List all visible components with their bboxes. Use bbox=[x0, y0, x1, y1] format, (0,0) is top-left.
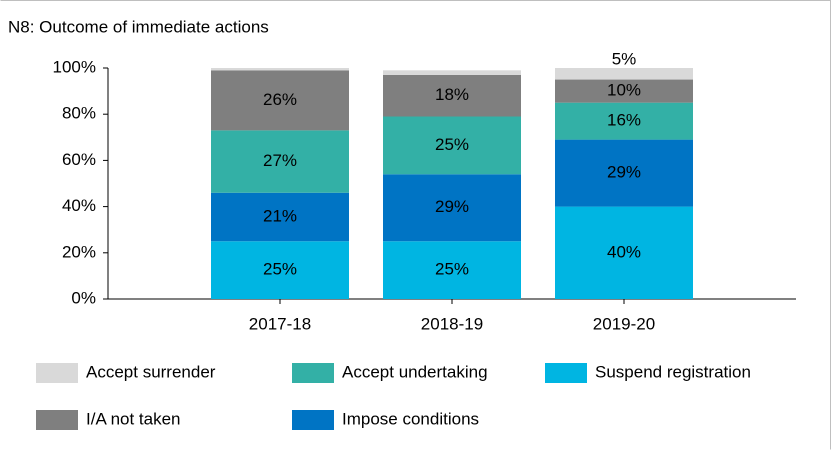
bar-segment bbox=[383, 174, 521, 242]
x-tick-label: 2018-19 bbox=[421, 314, 483, 333]
legend-swatch bbox=[292, 410, 334, 430]
legend-swatch bbox=[36, 363, 78, 383]
bar-segment bbox=[555, 68, 693, 80]
legend-label: Impose conditions bbox=[342, 409, 479, 428]
legend-label: Suspend registration bbox=[595, 362, 751, 381]
data-label: 29% bbox=[435, 197, 469, 216]
y-tick-label: 0% bbox=[71, 288, 96, 307]
data-label: 29% bbox=[607, 163, 641, 182]
bar-segment bbox=[383, 116, 521, 175]
bar-segment bbox=[211, 70, 349, 131]
bar-segment bbox=[211, 192, 349, 242]
data-label: 40% bbox=[607, 242, 641, 261]
bar-segment bbox=[555, 206, 693, 299]
legend-label: I/A not taken bbox=[86, 409, 181, 428]
data-label: 5% bbox=[612, 49, 637, 68]
bar-segment bbox=[555, 102, 693, 140]
data-label: 25% bbox=[435, 135, 469, 154]
legend-swatch bbox=[545, 363, 587, 383]
data-label: 10% bbox=[607, 81, 641, 100]
data-label: 25% bbox=[435, 260, 469, 279]
y-tick-label: 100% bbox=[53, 57, 96, 76]
y-tick-label: 40% bbox=[62, 196, 96, 215]
y-tick-label: 20% bbox=[62, 242, 96, 261]
data-label: 26% bbox=[263, 90, 297, 109]
bar-segment bbox=[383, 241, 521, 299]
bar-segment bbox=[211, 241, 349, 299]
legend-swatch bbox=[36, 410, 78, 430]
bar-segment bbox=[383, 70, 521, 75]
chart-title: N8: Outcome of immediate actions bbox=[8, 17, 269, 36]
bar-segment bbox=[211, 130, 349, 193]
data-label: 21% bbox=[263, 206, 297, 225]
bar-segment bbox=[383, 74, 521, 117]
data-label: 25% bbox=[263, 260, 297, 279]
data-label: 27% bbox=[263, 151, 297, 170]
y-tick-label: 80% bbox=[62, 104, 96, 123]
legend-label: Accept surrender bbox=[86, 362, 216, 381]
data-label: 16% bbox=[607, 111, 641, 130]
bar-segment bbox=[555, 79, 693, 103]
bar-segment bbox=[211, 68, 349, 71]
data-label: 18% bbox=[435, 85, 469, 104]
y-tick-label: 60% bbox=[62, 150, 96, 169]
legend-swatch bbox=[292, 363, 334, 383]
x-tick-label: 2019-20 bbox=[593, 314, 655, 333]
x-tick-label: 2017-18 bbox=[249, 314, 311, 333]
legend-label: Accept undertaking bbox=[342, 362, 488, 381]
bar-segment bbox=[555, 139, 693, 207]
